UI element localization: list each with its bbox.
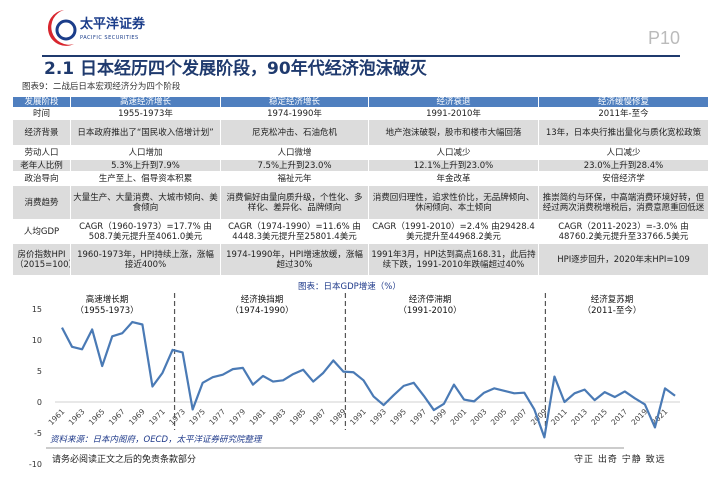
table-cell: 人口增加 [70, 145, 221, 160]
y-tick-label: 5 [37, 367, 42, 376]
x-tick-label: 2005 [489, 407, 509, 427]
y-tick-label: 15 [32, 305, 42, 314]
table-cell: 生产至上、倡导资本积累 [70, 171, 221, 186]
period-range: （1955-1973） [75, 305, 138, 316]
x-tick-label: 1961 [47, 407, 67, 427]
logo-text: 太平洋证券 [80, 17, 146, 32]
table-cell: 消费偏好由量向质升级，个性化、多样化、差异化、品牌倾向 [220, 185, 369, 220]
divider [312, 447, 624, 449]
table-row: 老年人比例 5.3%上升到7.9% 7.5%上升到23.0% 12.1%上升到23.0… [12, 159, 709, 172]
x-tick-label: 1979 [227, 407, 247, 427]
table-cell: 人口减少 [538, 145, 709, 160]
x-tick-label: 1993 [368, 407, 388, 427]
x-tick-label: 1975 [187, 407, 207, 427]
period-name: 高速增长期 [86, 294, 129, 305]
page-title: 2.1 日本经历四个发展阶段，90年代经济泡沫破灭 [44, 59, 427, 79]
row-label: 房价指数HPI（2015=100） [12, 243, 71, 276]
row-label: 经济背景 [12, 119, 71, 146]
y-tick-label: 0 [37, 398, 42, 407]
x-tick-label: 2015 [589, 407, 609, 427]
period-range: （1991-2010） [398, 305, 461, 316]
table-cell: 地产泡沫破裂，股市和楼市大幅回落 [368, 119, 539, 146]
table-cell: 尼克松冲击、石油危机 [220, 119, 369, 146]
table-cell: 1991-2010年 [368, 107, 539, 120]
table-row: 经济背景 日本政府推出了“国民收入倍增计划” 尼克松冲击、石油危机 地产泡沫破裂，股市… [12, 119, 709, 146]
x-tick-label: 1971 [147, 407, 167, 427]
row-label: 政治导向 [12, 171, 71, 186]
row-label: 人均GDP [12, 219, 71, 244]
table-row: 劳动人口 人口增加 人口微增 人口减少 人口减少 [12, 145, 709, 160]
period-name: 经济停滞期 [409, 294, 452, 305]
x-tick-label: 2017 [609, 407, 629, 427]
figure-caption: 图表9：二战后日本宏观经济分为四个阶段 [22, 82, 181, 92]
table-cell: 5.3%上升到7.9% [70, 159, 221, 172]
x-tick-label: 1997 [408, 407, 428, 427]
row-label: 老年人比例 [12, 159, 71, 172]
y-tick-label: -10 [29, 460, 42, 469]
x-tick-label: 1967 [107, 407, 127, 427]
x-tick-label: 1981 [248, 407, 268, 427]
x-tick-label: 2013 [569, 407, 589, 427]
table-cell: 13年，日本央行推出量化与质化宽松政策 [538, 119, 709, 146]
row-label: 劳动人口 [12, 145, 71, 160]
table-header: 发展阶段 高速经济增长 稳定经济增长 经济衰退 经济缓慢修复 [12, 96, 709, 108]
chart-title: 图表：日本GDP增速（%） [298, 282, 401, 292]
table-cell: CAGR（1974-1990）=11.6% 由4448.3美元提升至25801.… [220, 219, 369, 244]
table-cell: CAGR（2011-2023）=-3.0% 由48760.2美元提升至33766… [538, 219, 709, 244]
table-cell: 1955-1973年 [70, 107, 221, 120]
gdp-growth-line [61, 320, 676, 439]
x-tick-label: 1973 [167, 407, 187, 427]
x-tick-label: 1983 [268, 407, 288, 427]
period-range: （1974-1990） [230, 305, 293, 316]
x-tick-label: 2011 [549, 407, 569, 427]
period-name: 经济复苏期 [591, 294, 634, 305]
logo-icon [47, 10, 77, 46]
table-cell: 人口微增 [220, 145, 369, 160]
motto: 守正 出奇 宁静 致远 [574, 455, 666, 465]
period-range: （2011-至今） [583, 305, 642, 316]
divider [46, 447, 312, 449]
x-tick-label: 1987 [308, 407, 328, 427]
table-row: 房价指数HPI（2015=100）1960-1973年，HPI持续上涨，涨幅接近… [12, 243, 709, 276]
x-tick-label: 1985 [288, 407, 308, 427]
x-tick-label: 1963 [67, 407, 87, 427]
stages-table: 发展阶段 高速经济增长 稳定经济增长 经济衰退 经济缓慢修复 时间 1955-19… [12, 96, 709, 276]
source-note: 资料来源：日本内阁府，OECD，太平洋证券研究院整理 [50, 435, 262, 445]
x-tick-label: 1999 [428, 407, 448, 427]
header-divider [42, 55, 680, 57]
x-tick-label: 2007 [509, 407, 529, 427]
y-tick-label: -5 [34, 429, 42, 438]
table-cell: HPI逐步回升，2020年末HPI=109 [538, 243, 709, 276]
x-tick-label: 1965 [87, 407, 107, 427]
y-tick-label: 10 [32, 336, 42, 345]
table-cell: 1991年3月，HPI达到高点168.31，此后持续下跌，1991-2010年跌… [368, 243, 539, 276]
table-row: 人均GDP CAGR（1960-1973）=17.7% 由508.7美元提升至40… [12, 219, 709, 244]
table-cell: CAGR（1991-2010）=2.4% 由29428.4美元提升至44968.… [368, 219, 539, 244]
table-cell: 2011年-至今 [538, 107, 709, 120]
table-row: 时间 1955-1973年 1974-1990年 1991-2010年 2011年-至今 [12, 107, 709, 120]
x-tick-label: 1995 [388, 407, 408, 427]
x-tick-label: 1969 [127, 407, 147, 427]
table-cell: 消费回归理性，追求性价比，无品牌倾向、休闲倾向、本土倾向 [368, 185, 539, 220]
x-tick-label: 2001 [449, 407, 469, 427]
x-tick-label: 1977 [207, 407, 227, 427]
row-label: 消费趋势 [12, 185, 71, 220]
x-tick-label: 2003 [469, 407, 489, 427]
x-tick-label: 1991 [348, 407, 368, 427]
period-name: 经济换挡期 [241, 294, 284, 305]
disclaimer: 请务必阅读正文之后的免责条款部分 [52, 455, 197, 465]
table-cell: 1960-1973年，HPI持续上涨，涨幅接近400% [70, 243, 221, 276]
table-row: 消费趋势 大量生产、大量消费、大城市倾向、美食倾向 消费偏好由量向质升级，个性化、多… [12, 185, 709, 220]
page-number: P10 [647, 28, 680, 48]
table-cell: 日本政府推出了“国民收入倍增计划” [70, 119, 221, 146]
logo-subtext: PACIFIC SECURITIES [80, 35, 139, 41]
row-label: 时间 [12, 107, 71, 120]
table-cell: 1974-1990年，HPI增速放缓，涨幅超过30% [220, 243, 369, 276]
